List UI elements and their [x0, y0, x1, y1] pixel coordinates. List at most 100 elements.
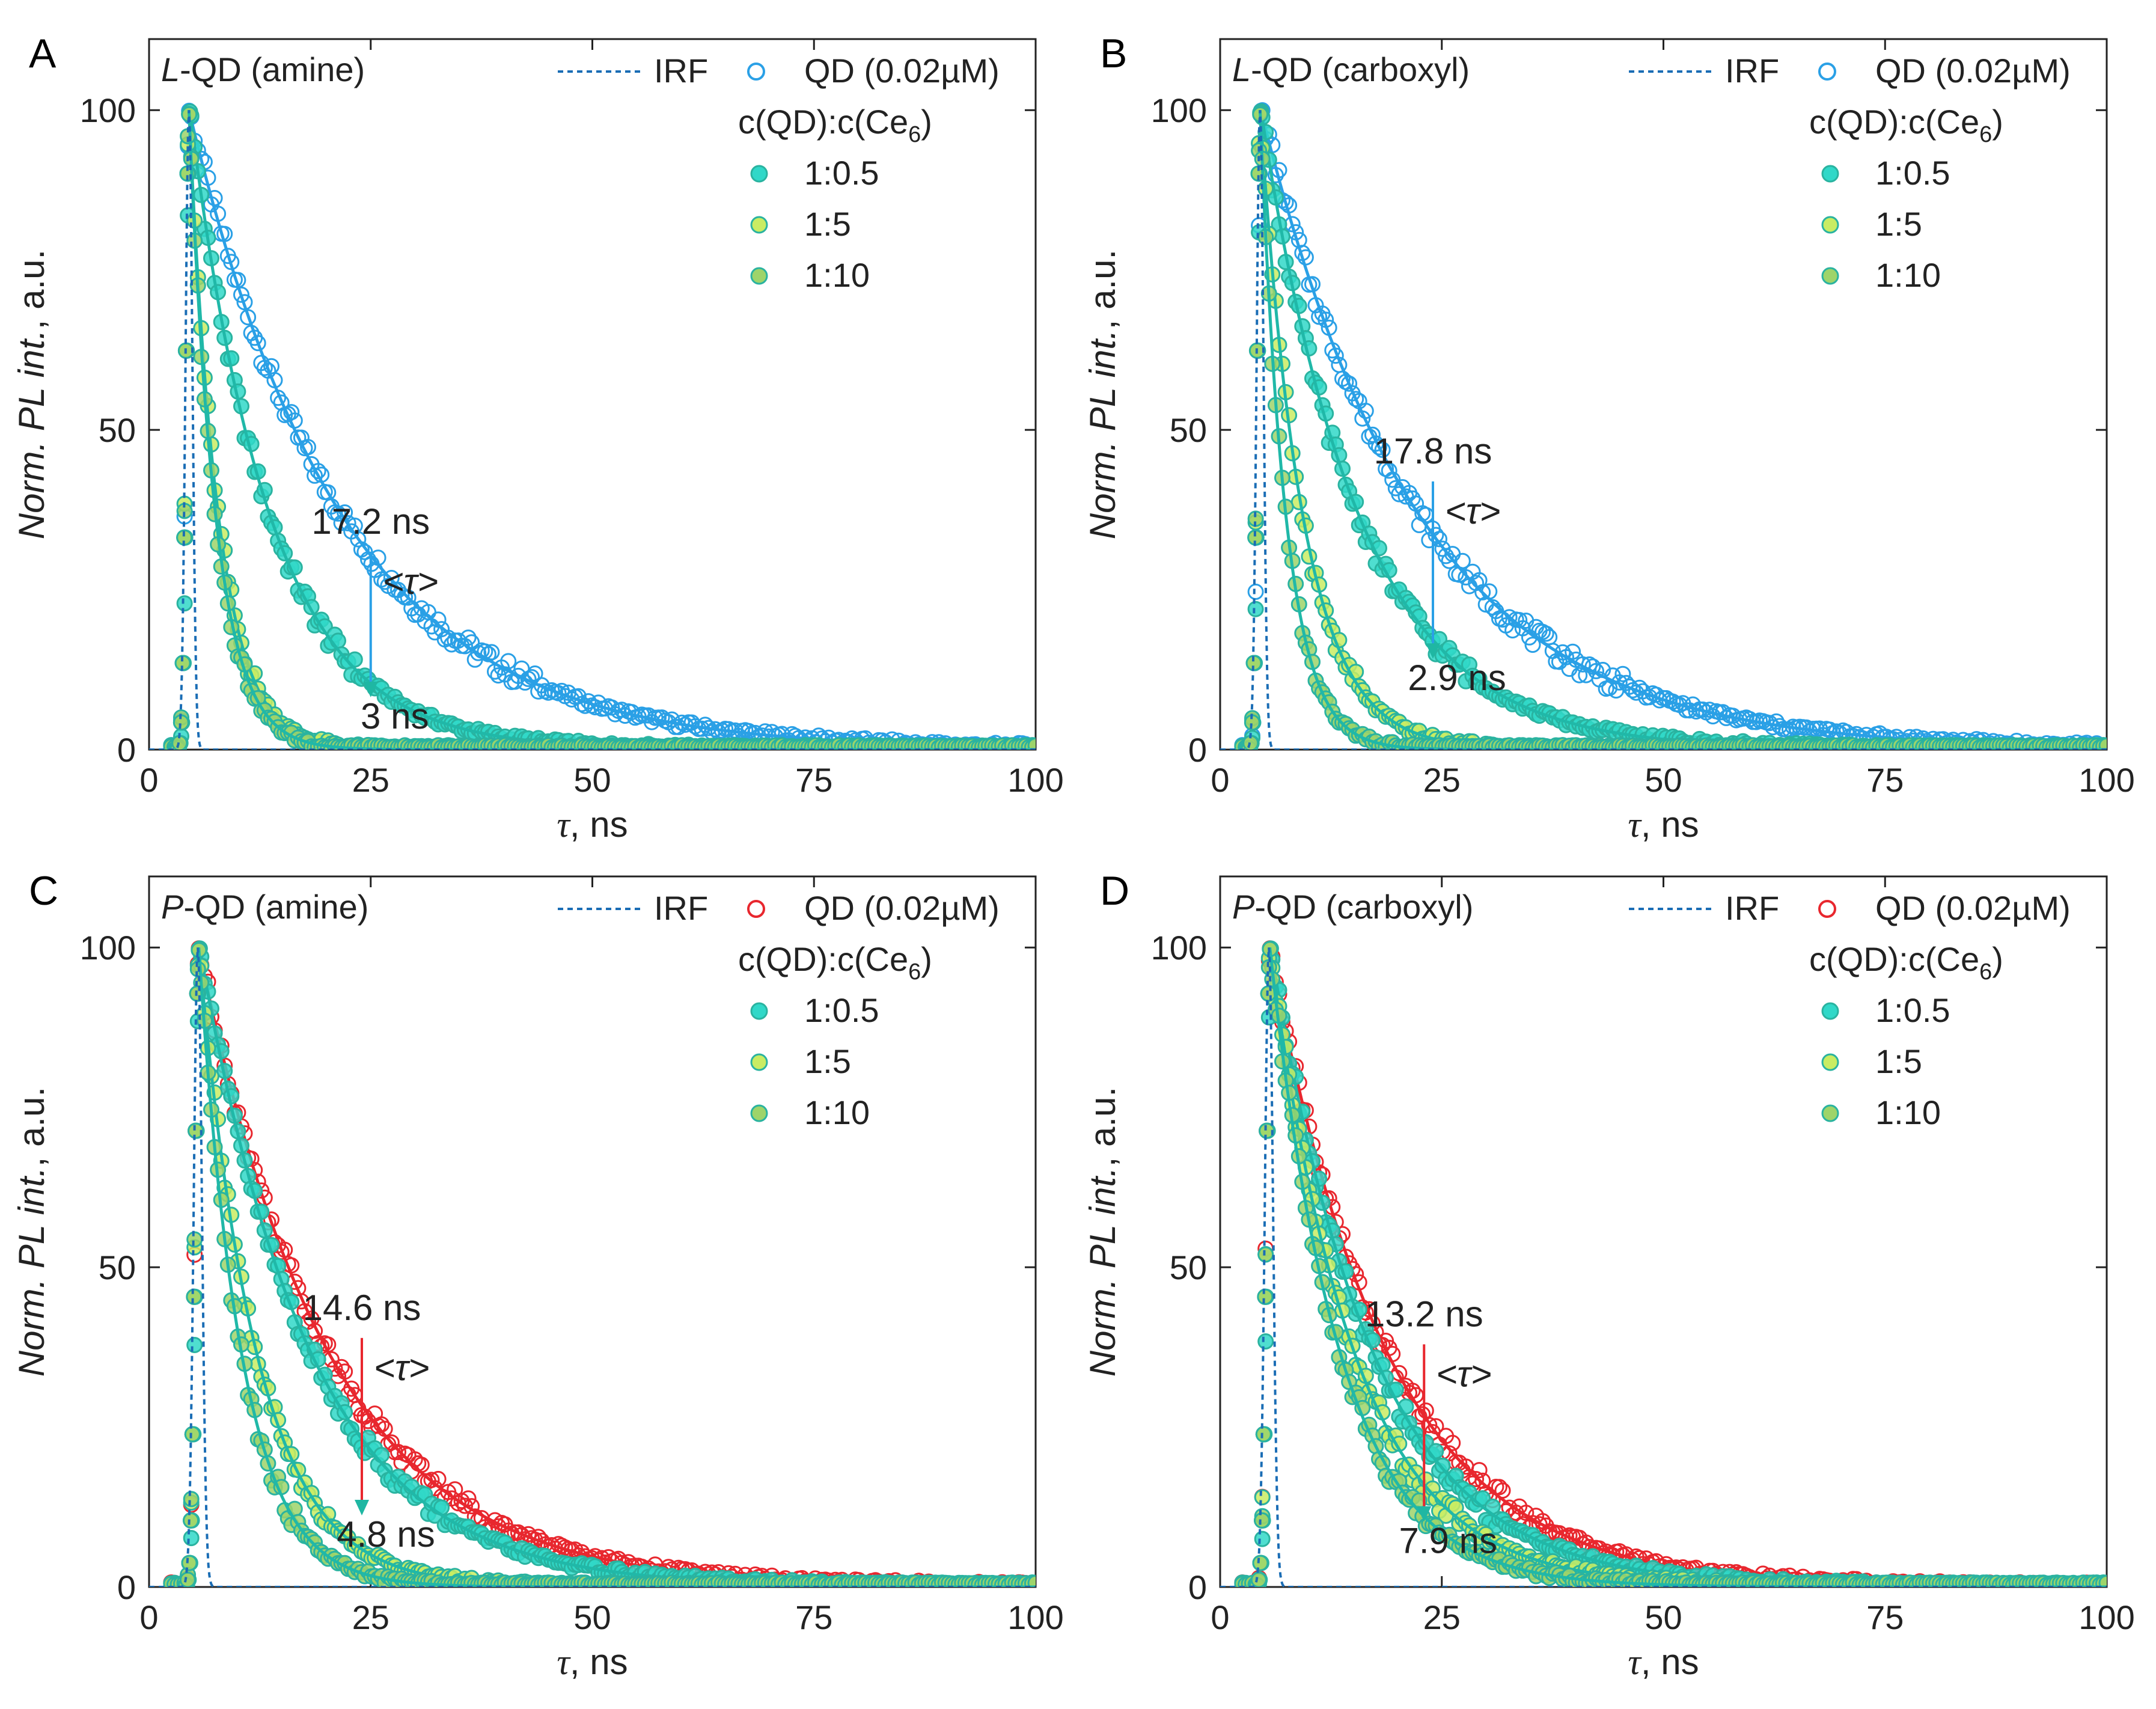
- data-point: [183, 1512, 200, 1529]
- x-axis-label: τ, ns: [1628, 804, 1699, 845]
- x-tick-label: 50: [1644, 761, 1682, 799]
- data-point: [240, 309, 257, 326]
- data-point: [183, 1530, 200, 1547]
- panel-letter: A: [29, 31, 56, 76]
- data-point: [1257, 1333, 1274, 1350]
- legend-ratio-swatch: [750, 1002, 768, 1020]
- fit-line: [197, 947, 1036, 1587]
- data-point: [186, 1288, 203, 1305]
- annotation-end-label: 2.9 ns: [1408, 658, 1506, 698]
- legend-ratio-label: 1:5: [1875, 1042, 1922, 1080]
- data-point: [1538, 625, 1554, 642]
- x-tick-label: 25: [1423, 761, 1461, 799]
- x-axis-unit: , ns: [1641, 1642, 1699, 1682]
- data-point: [383, 570, 400, 586]
- annotation-mid-label: <τ>: [1436, 1354, 1492, 1394]
- panel-title-rest: -QD (amine): [180, 50, 365, 88]
- plot-frame: [1219, 875, 2108, 1588]
- y-tick-label: 100: [80, 91, 136, 129]
- data-point: [2098, 737, 2107, 750]
- data-point: [1374, 441, 1391, 458]
- data-point: [1491, 1479, 1507, 1496]
- panel-title: P-QD (amine): [161, 888, 368, 926]
- data-point: [2098, 1574, 2107, 1587]
- data-point: [1468, 1471, 1485, 1487]
- y-axis-unit: , a.u.: [11, 249, 52, 329]
- legend-ratio-label: 1:5: [804, 205, 851, 243]
- y-axis-label: Norm. PL int., a.u.: [11, 1087, 52, 1377]
- legend-ratio-label: 1:0.5: [1875, 154, 1950, 192]
- legend-ratio-swatch: [1821, 1104, 1839, 1122]
- data-point: [1027, 737, 1036, 750]
- legend-qd-swatch: [1818, 900, 1836, 918]
- data-point: [1257, 1246, 1274, 1263]
- data-point: [186, 1337, 203, 1353]
- legend-ratio-swatch: [750, 267, 768, 285]
- data-point: [1428, 527, 1444, 543]
- data-point: [490, 667, 507, 684]
- x-tick-label: 0: [139, 1598, 158, 1636]
- panel-title-italic: P: [161, 888, 183, 926]
- data-point: [500, 653, 517, 670]
- legend-ratio-label: 1:0.5: [804, 154, 879, 192]
- panel-letter: D: [1100, 868, 1129, 914]
- series-qd: [163, 940, 1036, 1587]
- fit-line: [1258, 110, 2107, 750]
- data-point: [1255, 1426, 1272, 1443]
- data-point: [1434, 540, 1451, 557]
- tau-annotation: 17.8 ns<τ>2.9 ns: [1374, 431, 1506, 698]
- x-axis-unit: , ns: [570, 804, 628, 845]
- data-point: [1438, 548, 1455, 564]
- panel-title-italic: L: [161, 50, 180, 88]
- legend-ratio-label: 1:10: [804, 1093, 870, 1131]
- annotation-arrowhead: [1426, 643, 1440, 659]
- legend: IRF QD (0.02µM)c(QD):c(Ce6)1:0.51:51:10: [1629, 52, 2071, 294]
- data-point: [1574, 656, 1591, 673]
- legend-ratio-header-main: c(QD):c(Ce: [738, 103, 908, 141]
- legend-irf-label: IRF: [654, 52, 708, 90]
- data-point: [1371, 439, 1387, 456]
- fit-line: [187, 110, 1036, 750]
- series-qd: [1234, 940, 2107, 1587]
- data-point: [483, 644, 500, 661]
- legend-ratio-label: 1:0.5: [1875, 991, 1950, 1029]
- legend-ratio-swatch: [750, 1104, 768, 1122]
- series-ratio-1: [1234, 940, 2107, 1587]
- data-point: [1474, 584, 1491, 601]
- x-tick-label: 50: [573, 1598, 611, 1636]
- annotation-start-label: 13.2 ns: [1365, 1294, 1483, 1334]
- panel-title: L-QD (carboxyl): [1232, 50, 1470, 88]
- y-axis-label-italic: Norm. PL int.: [1083, 1167, 1123, 1377]
- x-axis-label: τ, ns: [557, 804, 628, 845]
- y-tick-label: 100: [1151, 929, 1207, 967]
- series-ratio-3: [1234, 941, 2107, 1587]
- data-point: [1254, 1489, 1271, 1506]
- series-qd: [163, 102, 1036, 750]
- x-tick-label: 75: [795, 761, 832, 799]
- data-point: [1471, 1462, 1488, 1479]
- tau-annotation: 14.6 ns<τ>4.8 ns: [303, 1288, 435, 1555]
- legend-ratio-header-sub: 6: [908, 959, 921, 985]
- y-tick-label: 100: [80, 929, 136, 967]
- data-point: [1821, 721, 1838, 738]
- y-axis-label-italic: Norm. PL int.: [11, 1167, 52, 1377]
- legend-qd-label: QD (0.02µM): [804, 52, 1000, 90]
- x-axis-symbol: τ: [557, 805, 571, 845]
- legend-ratio-header-end: ): [921, 103, 932, 141]
- data-point: [390, 1444, 406, 1460]
- annotation-mid-label: <τ>: [374, 1348, 430, 1388]
- x-tick-label: 0: [1211, 1598, 1229, 1636]
- data-point: [1259, 1122, 1275, 1139]
- series-ratio-2: [163, 941, 1036, 1587]
- legend-ratio-label: 1:10: [1875, 256, 1941, 294]
- legend-ratio-label: 1:10: [1875, 1093, 1941, 1131]
- annotation-start-label: 14.6 ns: [303, 1288, 421, 1328]
- legend-ratio-header: c(QD):c(Ce6): [738, 103, 932, 147]
- annotation-arrowhead: [355, 1499, 369, 1515]
- series-qd: [1234, 102, 2107, 750]
- y-axis-label: Norm. PL int., a.u.: [1083, 1087, 1123, 1377]
- data-point: [1247, 583, 1264, 600]
- panel-title-rest: -QD (amine): [183, 888, 368, 926]
- y-axis-unit: , a.u.: [11, 1087, 52, 1167]
